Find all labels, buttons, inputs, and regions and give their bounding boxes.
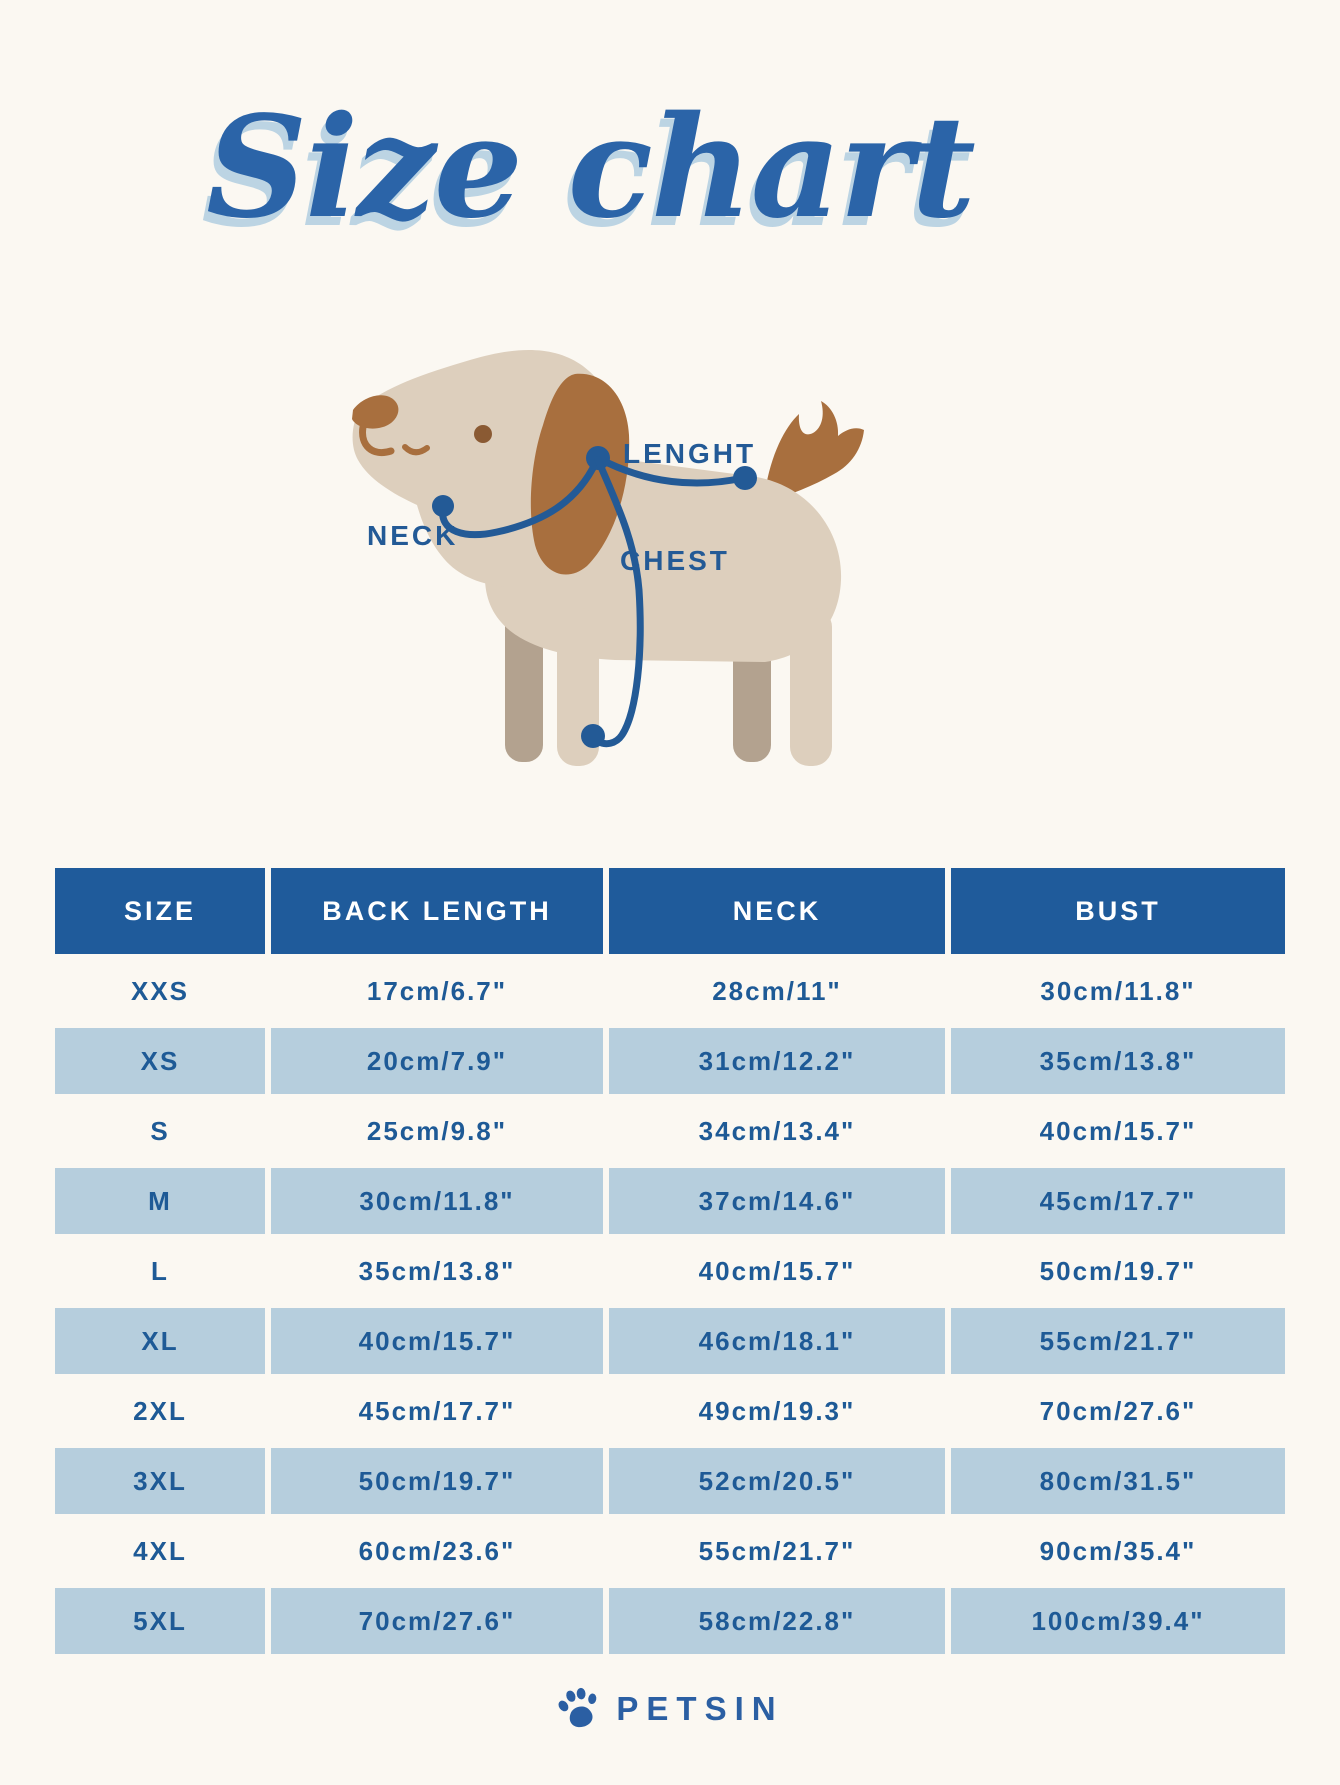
- table-cell: 35cm/13.8": [358, 1255, 516, 1286]
- measure-dot-tail: [733, 466, 757, 490]
- size-row-label: XS: [55, 1028, 265, 1094]
- dog-eye: [474, 425, 492, 443]
- brand-footer: PETSIN: [0, 1686, 1340, 1732]
- measure-dot-neck: [432, 495, 454, 517]
- table-cell: 70cm/27.6": [1039, 1395, 1197, 1426]
- measure-line-neck: [439, 458, 600, 538]
- size-table: SIZE BACK LENGTH NECK BUST XXS 17cm/6.7" 2…: [55, 868, 1285, 1654]
- table-cell: 50cm/19.7": [1039, 1255, 1197, 1286]
- dog-nose: [352, 395, 399, 429]
- table-cell: 17cm/6.7": [366, 975, 508, 1006]
- brand-name: PETSIN: [616, 1690, 784, 1727]
- table-cell: 80cm/31.5": [951, 1448, 1285, 1514]
- dog-tail: [765, 401, 864, 502]
- table-cell: 35cm/13.8": [951, 1028, 1285, 1094]
- size-row-label: 5XL: [55, 1588, 265, 1654]
- size-row-label: S: [150, 1115, 170, 1146]
- table-cell: 37cm/14.6": [609, 1168, 945, 1234]
- table-cell: 55cm/21.7": [698, 1535, 856, 1566]
- size-row-label: M: [55, 1168, 265, 1234]
- dog-measurement-diagram: LENGHT NECK CHEST: [335, 330, 900, 775]
- size-row-label: XXS: [130, 975, 190, 1006]
- chest-label: CHEST: [620, 545, 730, 576]
- column-header-size: SIZE: [55, 868, 265, 954]
- table-cell: 50cm/19.7": [271, 1448, 603, 1514]
- measure-line-chest: [594, 456, 644, 748]
- dog-ear: [530, 373, 630, 575]
- table-cell: 90cm/35.4": [1039, 1535, 1197, 1566]
- table-cell: 30cm/11.8": [271, 1168, 603, 1234]
- paw-icon: [558, 1687, 597, 1728]
- dog-near-rear-leg: [790, 608, 832, 766]
- column-header-bust: BUST: [951, 868, 1285, 954]
- table-cell: 31cm/12.2": [609, 1028, 945, 1094]
- table-cell: 30cm/11.8": [1040, 975, 1196, 1006]
- table-cell: 40cm/15.7": [1039, 1115, 1197, 1146]
- dog-mouth: [359, 423, 395, 456]
- table-cell: 58cm/22.8": [609, 1588, 945, 1654]
- measure-line-length: [594, 454, 747, 487]
- table-cell: 52cm/20.5": [609, 1448, 945, 1514]
- table-cell: 40cm/15.7": [271, 1308, 603, 1374]
- table-cell: 60cm/23.6": [358, 1535, 516, 1566]
- table-cell: 45cm/17.7": [358, 1395, 516, 1426]
- table-cell: 20cm/7.9": [271, 1028, 603, 1094]
- page-title: Size chart: [206, 86, 976, 250]
- column-header-back-length: BACK LENGTH: [271, 868, 603, 954]
- size-row-label: L: [151, 1255, 169, 1286]
- table-cell: 45cm/17.7": [951, 1168, 1285, 1234]
- measure-dot-chest: [581, 724, 605, 748]
- size-row-label: 4XL: [133, 1535, 187, 1566]
- table-cell: 55cm/21.7": [951, 1308, 1285, 1374]
- table-cell: 28cm/11": [712, 975, 842, 1006]
- dog-illustration: [352, 350, 864, 766]
- table-cell: 46cm/18.1": [609, 1308, 945, 1374]
- table-cell: 70cm/27.6": [271, 1588, 603, 1654]
- size-row-label: XL: [55, 1308, 265, 1374]
- column-header-neck: NECK: [609, 868, 945, 954]
- table-cell: 49cm/19.3": [698, 1395, 856, 1426]
- neck-label: NECK: [367, 520, 459, 551]
- size-row-label: 2XL: [133, 1395, 187, 1426]
- table-cell: 40cm/15.7": [698, 1255, 856, 1286]
- table-cell: 100cm/39.4": [951, 1588, 1285, 1654]
- table-cell: 34cm/13.4": [698, 1115, 856, 1146]
- size-row-label: 3XL: [55, 1448, 265, 1514]
- length-label: LENGHT: [623, 438, 757, 469]
- table-cell: 25cm/9.8": [366, 1115, 508, 1146]
- dog-smile: [402, 444, 430, 456]
